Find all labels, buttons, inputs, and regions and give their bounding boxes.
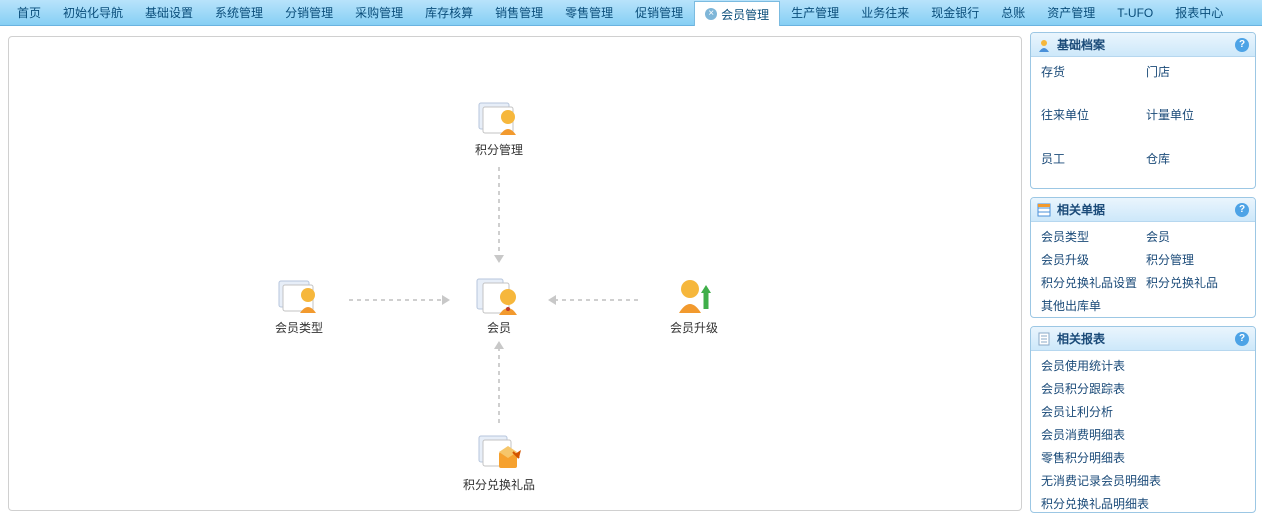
nav-tab-label: 采购管理: [355, 4, 403, 21]
panel-title: 相关单据: [1057, 201, 1105, 218]
panel-body: 存货门店往来单位计量单位员工仓库: [1031, 57, 1255, 189]
panel-link[interactable]: 会员让利分析: [1041, 403, 1245, 420]
nav-tab-label: 现金银行: [931, 4, 979, 21]
nav-tab-label: 总账: [1001, 4, 1025, 21]
side-panel-1: 相关单据?会员类型会员会员升级积分管理积分兑换礼品设置积分兑换礼品其他出库单: [1030, 197, 1256, 318]
doc-icon: [1037, 332, 1051, 346]
help-icon[interactable]: ?: [1235, 332, 1249, 346]
diagram-node-right[interactable]: 会员升级: [649, 275, 739, 337]
nav-tab-2[interactable]: 基础设置: [134, 0, 204, 25]
top-nav: 首页 初始化导航 基础设置 系统管理 分销管理 采购管理 库存核算 销售管理 零售管理 促销管理 ×…: [0, 0, 1262, 26]
nav-tab-14[interactable]: 总账: [990, 0, 1036, 25]
panel-body: 会员类型会员会员升级积分管理积分兑换礼品设置积分兑换礼品其他出库单: [1031, 222, 1255, 318]
person-arrow-icon: [670, 275, 718, 317]
nav-tab-label: 零售管理: [565, 4, 613, 21]
close-tab-icon[interactable]: ×: [705, 8, 717, 20]
panel-link[interactable]: 积分管理: [1146, 251, 1245, 268]
nav-tab-10[interactable]: × 会员管理: [694, 1, 780, 26]
diagram-node-label: 积分管理: [454, 143, 544, 159]
diagram-arrow-2: [349, 299, 444, 301]
panel-link[interactable]: 积分兑换礼品设置: [1041, 274, 1140, 291]
diagram-node-label: 会员升级: [649, 321, 739, 337]
nav-tab-label: 分销管理: [285, 4, 333, 21]
panel-title: 相关报表: [1057, 330, 1105, 347]
panel-link[interactable]: 门店: [1146, 63, 1245, 100]
nav-tab-6[interactable]: 库存核算: [414, 0, 484, 25]
nav-tab-9[interactable]: 促销管理: [624, 0, 694, 25]
nav-tab-label: 首页: [17, 4, 41, 21]
nav-tab-label: 系统管理: [215, 4, 263, 21]
nav-tab-4[interactable]: 分销管理: [274, 0, 344, 25]
panel-link[interactable]: 会员: [1146, 228, 1245, 245]
panel-title: 基础档案: [1057, 36, 1105, 53]
diagram-area: 积分管理会员类型 会员 会员升级积分兑换礼品: [0, 26, 1030, 519]
person-icon: [1037, 38, 1051, 52]
nav-tab-label: 业务往来: [861, 4, 909, 21]
diagram-node-label: 积分兑换礼品: [454, 478, 544, 494]
diagram-node-left[interactable]: 会员类型: [254, 275, 344, 337]
panel-link[interactable]: 往来单位: [1041, 106, 1140, 143]
panel-link[interactable]: 无消费记录会员明细表: [1041, 472, 1245, 489]
diagram-node-bottom[interactable]: 积分兑换礼品: [454, 432, 544, 494]
main-content: 积分管理会员类型会员会员升级积分兑换礼品 基础档案?存货门店往来单位计量单位员工…: [0, 26, 1262, 519]
diagram-node-center[interactable]: 会员: [454, 275, 544, 337]
side-panel-2: 相关报表?会员使用统计表会员积分跟踪表会员让利分析会员消费明细表零售积分明细表无…: [1030, 326, 1256, 513]
panel-link[interactable]: 员工: [1041, 150, 1140, 187]
nav-tab-12[interactable]: 业务往来: [850, 0, 920, 25]
nav-tab-label: 会员管理: [721, 6, 769, 23]
diagram-arrow-3: [554, 299, 639, 301]
panel-header: 基础档案?: [1031, 33, 1255, 57]
panel-header: 相关单据?: [1031, 198, 1255, 222]
panel-link[interactable]: 计量单位: [1146, 106, 1245, 143]
panel-link[interactable]: 存货: [1041, 63, 1140, 100]
diagram-canvas: 积分管理会员类型 会员 会员升级积分兑换礼品: [8, 36, 1022, 511]
nav-tab-label: 资产管理: [1047, 4, 1095, 21]
panel-link[interactable]: 零售积分明细表: [1041, 449, 1245, 466]
nav-tab-label: 初始化导航: [63, 4, 123, 21]
nav-tab-label: 销售管理: [495, 4, 543, 21]
panel-body: 会员使用统计表会员积分跟踪表会员让利分析会员消费明细表零售积分明细表无消费记录会…: [1031, 351, 1255, 513]
nav-tab-7[interactable]: 销售管理: [484, 0, 554, 25]
side-panel-0: 基础档案?存货门店往来单位计量单位员工仓库: [1030, 32, 1256, 189]
stack-person-icon: [475, 275, 523, 317]
panel-link[interactable]: 会员使用统计表: [1041, 357, 1245, 374]
nav-tab-label: 库存核算: [425, 4, 473, 21]
panel-link[interactable]: 会员积分跟踪表: [1041, 380, 1245, 397]
nav-tab-label: T-UFO: [1117, 6, 1153, 20]
nav-tab-0[interactable]: 首页: [6, 0, 52, 25]
panel-link[interactable]: 会员类型: [1041, 228, 1140, 245]
nav-tab-label: 促销管理: [635, 4, 683, 21]
panel-link[interactable]: 会员升级: [1041, 251, 1140, 268]
panel-link[interactable]: 会员消费明细表: [1041, 426, 1245, 443]
nav-tab-11[interactable]: 生产管理: [780, 0, 850, 25]
folder-person-icon: [275, 275, 323, 317]
nav-tab-8[interactable]: 零售管理: [554, 0, 624, 25]
nav-tab-17[interactable]: 报表中心: [1164, 0, 1234, 25]
diagram-arrow-1: [498, 347, 500, 427]
nav-tab-1[interactable]: 初始化导航: [52, 0, 134, 25]
side-panels: 基础档案?存货门店往来单位计量单位员工仓库相关单据?会员类型会员会员升级积分管理…: [1030, 26, 1262, 519]
panel-header: 相关报表?: [1031, 327, 1255, 351]
help-icon[interactable]: ?: [1235, 203, 1249, 217]
diagram-node-top[interactable]: 积分管理: [454, 97, 544, 159]
diagram-arrow-0: [498, 167, 500, 257]
panel-link[interactable]: 仓库: [1146, 150, 1245, 187]
diagram-node-label: 会员: [454, 321, 544, 337]
panel-link[interactable]: 积分兑换礼品: [1146, 274, 1245, 291]
nav-tab-label: 基础设置: [145, 4, 193, 21]
panel-link[interactable]: 积分兑换礼品明细表: [1041, 495, 1245, 512]
nav-tab-15[interactable]: 资产管理: [1036, 0, 1106, 25]
diagram-node-label: 会员类型: [254, 321, 344, 337]
nav-tab-16[interactable]: T-UFO: [1106, 0, 1164, 25]
nav-tab-5[interactable]: 采购管理: [344, 0, 414, 25]
nav-tab-label: 报表中心: [1175, 4, 1223, 21]
help-icon[interactable]: ?: [1235, 38, 1249, 52]
nav-tab-label: 生产管理: [791, 4, 839, 21]
grid-icon: [1037, 203, 1051, 217]
panel-link[interactable]: 其他出库单: [1041, 297, 1140, 314]
nav-tab-13[interactable]: 现金银行: [920, 0, 990, 25]
folder-box-icon: [475, 432, 523, 474]
nav-tab-3[interactable]: 系统管理: [204, 0, 274, 25]
folder-person-icon: [475, 97, 523, 139]
